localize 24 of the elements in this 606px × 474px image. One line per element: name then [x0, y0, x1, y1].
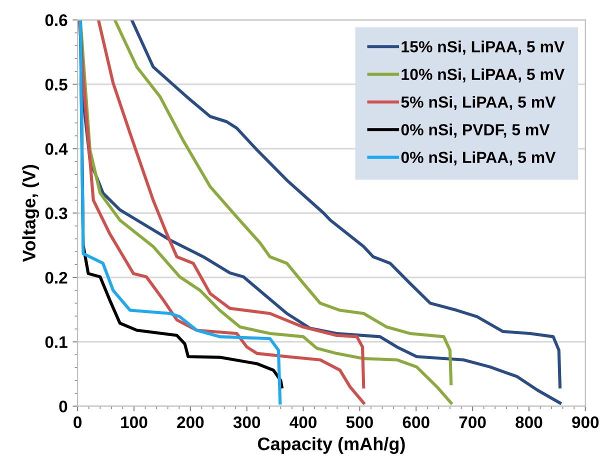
legend-label: 0% nSi, PVDF, 5 mV — [401, 124, 550, 138]
x-tick-label: 400 — [290, 416, 316, 428]
y-tick-label: 0.1 — [45, 336, 68, 348]
legend-label: 0% nSi, LiPAA, 5 mV — [401, 151, 556, 166]
y-tick-label: 0.5 — [45, 78, 68, 90]
y-tick-label: 0 — [59, 400, 68, 412]
x-tick-label: 900 — [572, 416, 599, 428]
legend-label: 5% nSi, LiPAA, 5 mV — [401, 96, 556, 110]
x-tick-label: 600 — [402, 416, 430, 428]
y-tick-label: 0.3 — [45, 207, 68, 220]
x-tick-label: 700 — [459, 416, 486, 428]
x-tick-label: 0 — [74, 416, 82, 428]
legend-label: 15% nSi, LiPAA, 5 mV — [402, 40, 565, 55]
legend-label: 10% nSi, LiPAA, 5 mV — [402, 68, 565, 82]
y-tick-label: 0.2 — [45, 272, 68, 284]
y-tick-label: 0.4 — [45, 143, 68, 155]
x-axis-title: Capacity (mAh/g) — [258, 437, 405, 454]
x-tick-label: 300 — [233, 416, 260, 428]
y-tick-label: 0.6 — [45, 14, 68, 26]
x-tick-label: 200 — [177, 416, 204, 428]
x-tick-label: 100 — [121, 416, 148, 428]
y-axis-title: Voltage, (V) — [22, 164, 40, 262]
x-tick-label: 800 — [516, 416, 542, 428]
x-tick-label: 500 — [346, 416, 373, 428]
